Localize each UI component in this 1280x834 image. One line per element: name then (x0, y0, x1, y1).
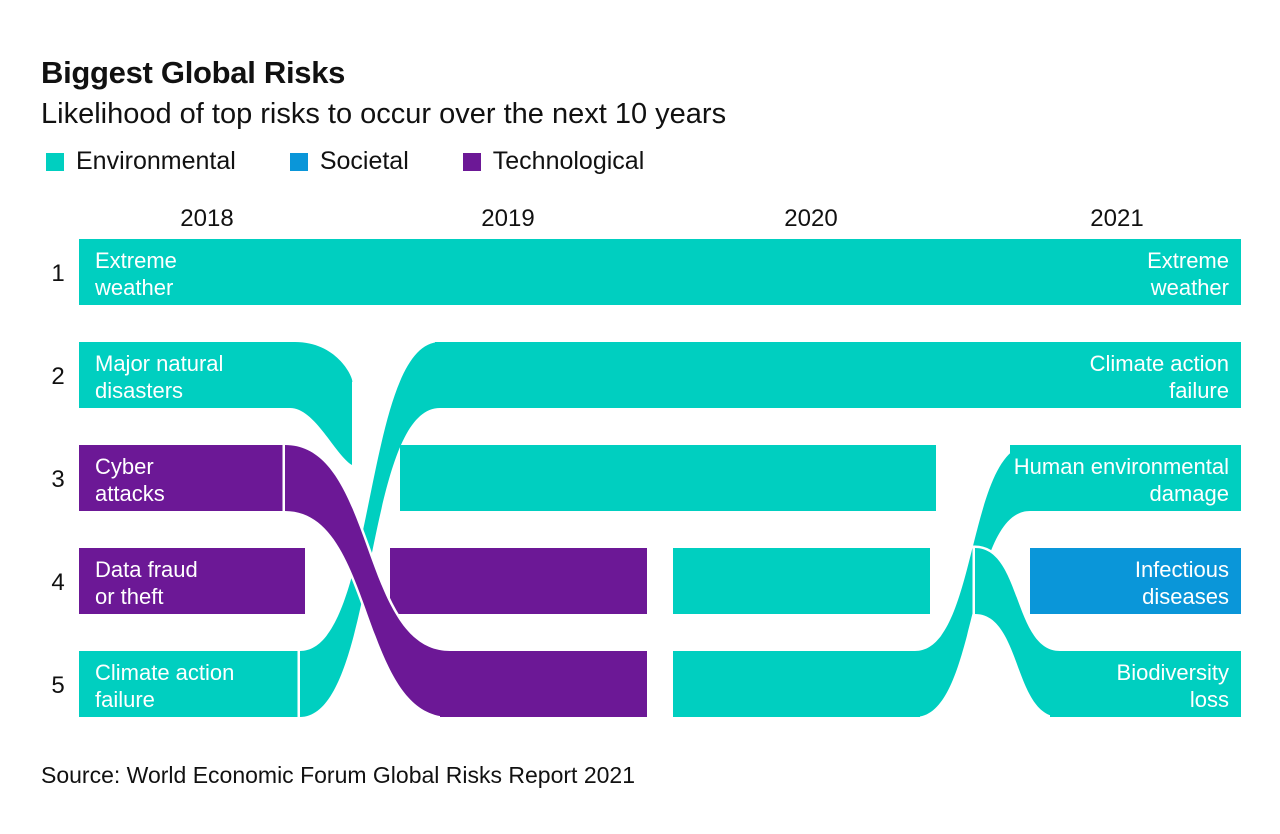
ribbon-human-environmental-damage (1010, 445, 1241, 511)
legend-swatch-environmental (46, 152, 64, 171)
ribbon-climate-action-failure (435, 342, 1241, 408)
right-label-rank-2: Climate action failure (1090, 351, 1229, 403)
ribbon-extreme-weather (79, 239, 1241, 305)
left-label-rank-4: Data fraud or theft (95, 557, 198, 609)
ribbon-rank5-2020 (673, 651, 920, 717)
right-label-rank-4: Infectious diseases (1135, 557, 1229, 609)
rank-label-2: 2 (51, 363, 64, 390)
chart-title: Biggest Global Risks (41, 55, 346, 90)
chart-subtitle: Likelihood of top risks to occur over th… (41, 98, 727, 130)
right-label-rank-3: Human environmental damage (1014, 454, 1229, 506)
legend: Environmental Societal Technological (46, 147, 698, 176)
ribbon-climate-action-failure-2018 (79, 651, 300, 717)
rank-label-5: 5 (51, 672, 64, 699)
left-label-rank-1: Extreme weather (94, 248, 177, 300)
ribbon-cyber-attacks-2019 (440, 651, 647, 717)
left-label-rank-5: Climate action failure (95, 660, 234, 712)
ribbon-major-natural-disasters (79, 342, 353, 465)
year-label-2021: 2021 (1090, 205, 1143, 232)
rank-label-4: 4 (51, 569, 64, 596)
rank-label-1: 1 (51, 260, 64, 287)
legend-label-environmental: Environmental (76, 147, 236, 175)
left-label-rank-3: Cyber attacks (95, 454, 165, 506)
year-label-2020: 2020 (784, 205, 837, 232)
legend-label-societal: Societal (319, 147, 409, 175)
ribbon-data-fraud-2018 (79, 548, 305, 614)
year-label-2019: 2019 (481, 205, 534, 232)
right-label-rank-5: Biodiversity loss (1117, 660, 1229, 712)
legend-item-societal: Societal (289, 147, 409, 176)
legend-item-technological: Technological (462, 147, 645, 176)
legend-label-technological: Technological (492, 147, 645, 175)
ribbon-biodiversity-loss (1050, 651, 1241, 717)
legend-item-environmental: Environmental (46, 147, 236, 176)
ribbon-rank3-2019-2020 (400, 445, 936, 511)
ribbon-data-fraud-2019 (390, 548, 647, 614)
left-label-rank-2: Major natural disasters (95, 351, 223, 403)
year-label-2018: 2018 (180, 205, 233, 232)
rank-label-3: 3 (51, 466, 64, 493)
ribbon-cyber-attacks-2018 (79, 445, 290, 511)
right-label-rank-1: Extreme weather (1147, 248, 1229, 300)
legend-swatch-technological (462, 152, 481, 171)
ribbon-biodiversity-loss-2020 (673, 548, 930, 614)
ribbon-infectious-diseases (1030, 548, 1241, 614)
source-note: Source: World Economic Forum Global Risk… (41, 762, 635, 788)
legend-swatch-societal (289, 152, 308, 171)
